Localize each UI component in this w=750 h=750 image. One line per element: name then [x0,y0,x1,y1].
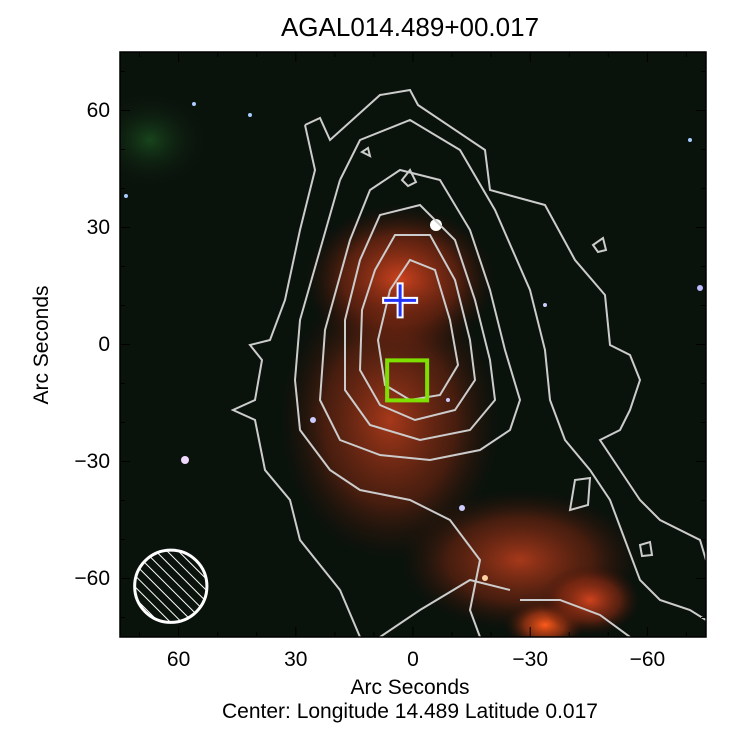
emission-region [540,565,640,635]
contour-level-1 [638,540,654,558]
contour-level-1 [360,146,372,158]
contour-level-1 [568,476,592,512]
x-tick-label: −60 [629,648,666,671]
contour-level-1 [591,236,608,254]
contour-level-2 [339,118,706,621]
star [192,102,196,106]
star [248,113,252,117]
star [310,417,316,423]
contour-level-5 [358,234,477,422]
star [543,303,547,307]
emission-region [280,280,500,560]
contour-level-1 [304,88,706,561]
star [430,219,442,231]
star [688,138,692,142]
y-tick-label: 0 [98,332,110,356]
star [446,398,450,402]
y-axis-label: Arc Seconds [30,285,53,405]
star [459,505,465,511]
y-tick-label: −30 [74,449,110,473]
square-marker [385,358,430,403]
x-tick-label: −30 [512,648,548,671]
star [181,456,189,464]
x-tick-label: 60 [166,648,191,671]
y-tick-label: 60 [86,98,110,122]
beam-circle [133,548,209,624]
star [697,285,703,291]
x-tick-label: 30 [284,648,308,671]
contour-level-3 [520,599,631,637]
stars [124,102,703,581]
contour-level-1 [230,124,361,637]
contour-level-2 [293,179,482,637]
contour-level-3 [400,168,418,188]
x-tick-label: 0 [407,648,419,671]
star [482,575,488,581]
chart-title: AGAL014.489+00.017 [280,12,540,42]
cross-marker [382,282,419,319]
y-tick-label: −60 [74,566,110,590]
faint-emission [120,90,210,190]
contour-level-2 [379,578,511,637]
star [124,194,128,198]
contour-level-6 [376,258,460,402]
x-axis-label: Arc Seconds [350,676,470,699]
contour-level-3 [318,168,522,462]
y-tick-label: 30 [86,215,110,239]
center-coordinates: Center: Longitude 14.489 Latitude 0.017 [222,700,598,723]
contours [230,88,706,637]
contour-level-4 [344,203,497,442]
